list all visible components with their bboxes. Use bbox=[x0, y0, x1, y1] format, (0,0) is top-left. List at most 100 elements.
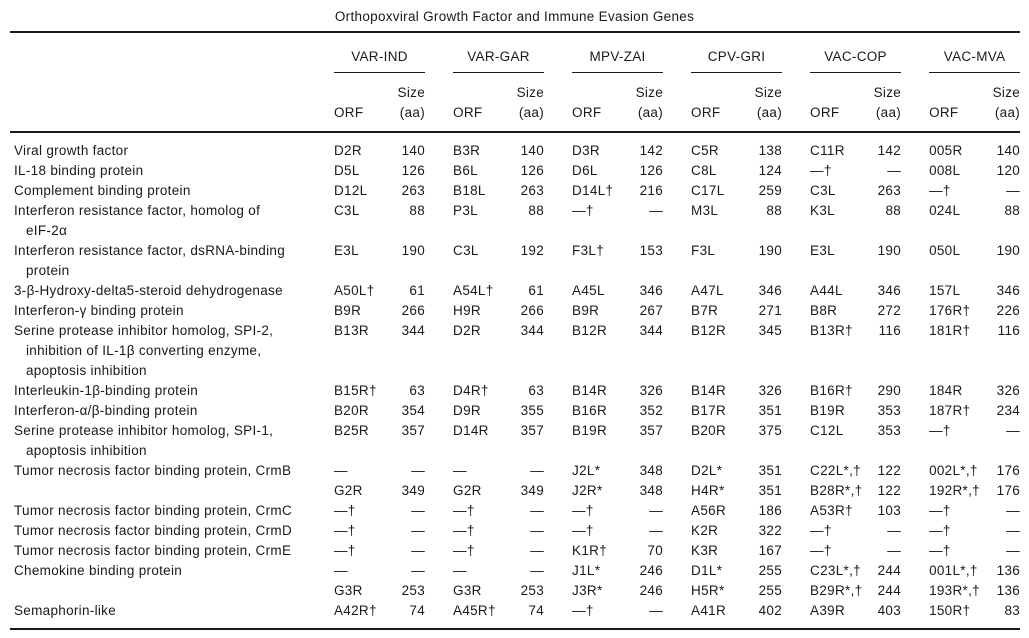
size-cell: 142 bbox=[877, 143, 902, 158]
size-cell: 226 bbox=[996, 303, 1021, 318]
table-row: G2R 349 G2R 349 J2R* 348 H4R* 351 B28R*,† 122 192R… bbox=[10, 481, 1020, 501]
orf-cell: —† bbox=[453, 503, 475, 518]
size-cell: 244 bbox=[877, 563, 902, 578]
size-cell: — bbox=[411, 463, 426, 478]
size-cell: — bbox=[530, 463, 545, 478]
size-cell: 357 bbox=[520, 423, 545, 438]
size-cell: 88 bbox=[766, 203, 783, 218]
orf-cell: 008L bbox=[929, 163, 961, 178]
orf-cell: — bbox=[334, 563, 348, 578]
orf-cell: D2R bbox=[453, 323, 481, 338]
orf-cell: C11R bbox=[810, 143, 845, 158]
orf-cell: B6L bbox=[453, 163, 478, 178]
size-cell: 351 bbox=[758, 403, 783, 418]
virus-header-row: VAR-IND VAR-GAR MPV-ZAI CPV-GRI VAC-COP … bbox=[10, 32, 1021, 73]
orf-cell: B25R bbox=[334, 423, 369, 438]
size-cell: 61 bbox=[409, 283, 426, 298]
table-row: Interferon resistance factor, dsRNA-bind… bbox=[10, 241, 1020, 281]
virus-name: CPV-GRI bbox=[691, 49, 783, 73]
orf-cell: — bbox=[453, 563, 467, 578]
table-row: Serine protease inhibitor homolog, SPI-1… bbox=[10, 421, 1020, 461]
size-cell: 344 bbox=[639, 323, 664, 338]
table-row: Tumor necrosis factor binding protein, C… bbox=[10, 541, 1020, 561]
orf-cell: J2R* bbox=[572, 483, 603, 498]
gene-label: Serine protease inhibitor homolog, SPI-1… bbox=[14, 423, 274, 458]
size-cell: 216 bbox=[639, 183, 664, 198]
gene-label: Interferon-α/β-binding protein bbox=[14, 403, 198, 418]
size-column-header: Size (aa) bbox=[971, 73, 1021, 133]
size-cell: 126 bbox=[520, 163, 545, 178]
orf-cell: D4R† bbox=[453, 383, 489, 398]
orf-cell: C5R bbox=[691, 143, 719, 158]
virus-header-vac-mva: VAC-MVA bbox=[901, 32, 1021, 73]
orf-cell: C3L bbox=[810, 183, 836, 198]
size-cell: 136 bbox=[996, 583, 1021, 598]
orf-cell: B20R bbox=[691, 423, 727, 438]
size-cell: 136 bbox=[996, 563, 1021, 578]
gene-label: Chemokine binding protein bbox=[14, 563, 183, 578]
virus-header-var-ind: VAR-IND bbox=[306, 32, 426, 73]
table-row: Tumor necrosis factor binding protein, C… bbox=[10, 521, 1020, 541]
orf-cell: P3L bbox=[453, 203, 478, 218]
orf-cell: C8L bbox=[691, 163, 717, 178]
orf-cell: B18L bbox=[453, 183, 486, 198]
orf-cell: B16R† bbox=[810, 383, 853, 398]
size-cell: 266 bbox=[520, 303, 545, 318]
size-cell: 74 bbox=[409, 603, 426, 618]
size-cell: 190 bbox=[758, 243, 783, 258]
orf-cell: —† bbox=[572, 523, 594, 538]
orf-cell: B19R bbox=[572, 423, 608, 438]
orf-cell: A39R bbox=[810, 603, 846, 618]
orf-cell: D14L† bbox=[572, 183, 614, 198]
size-cell: 322 bbox=[758, 523, 783, 538]
orf-cell: C23L*,† bbox=[810, 563, 861, 578]
table-body: Viral growth factor D2R 140 B3R 140 D3R 142 C5R… bbox=[10, 132, 1020, 629]
size-cell: — bbox=[649, 603, 664, 618]
size-cell: — bbox=[887, 163, 902, 178]
orf-cell: H4R* bbox=[691, 483, 725, 498]
size-cell: 190 bbox=[401, 243, 426, 258]
orf-cell: B14R bbox=[691, 383, 727, 398]
size-cell: 126 bbox=[401, 163, 426, 178]
size-cell: 255 bbox=[758, 583, 783, 598]
table-row: IL-18 binding protein D5L 126 B6L 126 D6L 126 C… bbox=[10, 161, 1020, 181]
size-cell: 142 bbox=[639, 143, 664, 158]
size-cell: 83 bbox=[1004, 603, 1021, 618]
orf-cell: B12R bbox=[572, 323, 608, 338]
orf-cell: C12L bbox=[810, 423, 844, 438]
size-cell: 266 bbox=[401, 303, 426, 318]
size-cell: 346 bbox=[758, 283, 783, 298]
size-cell: 234 bbox=[996, 403, 1021, 418]
size-cell: 176 bbox=[996, 463, 1021, 478]
gene-table: VAR-IND VAR-GAR MPV-ZAI CPV-GRI VAC-COP … bbox=[10, 31, 1021, 630]
orf-cell: A44L bbox=[810, 283, 843, 298]
size-cell: — bbox=[530, 503, 545, 518]
size-cell: 88 bbox=[885, 203, 902, 218]
size-cell: 138 bbox=[758, 143, 783, 158]
orf-cell: B20R bbox=[334, 403, 369, 418]
orf-cell: K3R bbox=[691, 543, 719, 558]
orf-cell: M3L bbox=[691, 203, 719, 218]
gene-label: Complement binding protein bbox=[14, 183, 191, 198]
orf-cell: H9R bbox=[453, 303, 481, 318]
virus-header-vac-cop: VAC-COP bbox=[782, 32, 902, 73]
size-cell: 326 bbox=[758, 383, 783, 398]
orf-cell: D2L* bbox=[691, 463, 723, 478]
orf-cell: 192R*,† bbox=[929, 483, 980, 498]
orf-cell: A53R† bbox=[810, 503, 853, 518]
virus-name: VAR-IND bbox=[334, 49, 426, 73]
orf-cell: — bbox=[334, 463, 348, 478]
orf-cell: 157L bbox=[929, 283, 961, 298]
orf-cell: 150R† bbox=[929, 603, 971, 618]
orf-cell: A54L† bbox=[453, 283, 494, 298]
orf-cell: —† bbox=[572, 503, 594, 518]
orf-cell: —† bbox=[929, 183, 951, 198]
size-cell: — bbox=[649, 523, 664, 538]
orf-cell: —† bbox=[929, 523, 951, 538]
orf-cell: D14R bbox=[453, 423, 489, 438]
orf-cell: F3L† bbox=[572, 243, 605, 258]
table-title: Orthopoxviral Growth Factor and Immune E… bbox=[334, 9, 695, 24]
size-cell: 357 bbox=[401, 423, 426, 438]
size-cell: 140 bbox=[520, 143, 545, 158]
orf-cell: B12R bbox=[691, 323, 727, 338]
